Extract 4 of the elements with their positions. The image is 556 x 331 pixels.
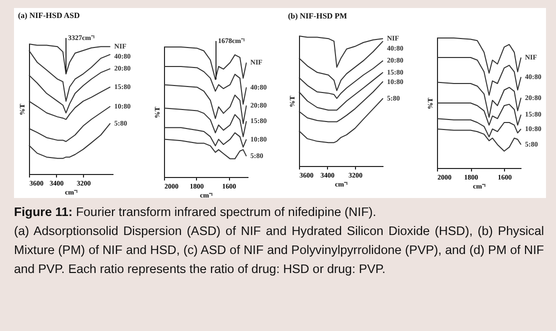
caption: Figure 11: Fourier transform infrared spectrum of nifedipine (NIF).	[14, 204, 378, 221]
chart-title: (a) NIF-HSD ASD	[18, 11, 80, 20]
chart-title: (b) NIF-HSD PM	[288, 12, 348, 21]
text: (a) Adsorptionsolid Dispersion (ASD) of NIF and Hydrated Silicon Dioxide (HSD), (b) Physical Mixture (PM) of NIF and HSD, (c) ASD of NIF and Polyvinylpyrrolidone (PVP), and (d) PM of NIF and PVP. Each ratio represents the ratio of drug: HSD or drug: PVP.	[14, 223, 544, 278]
